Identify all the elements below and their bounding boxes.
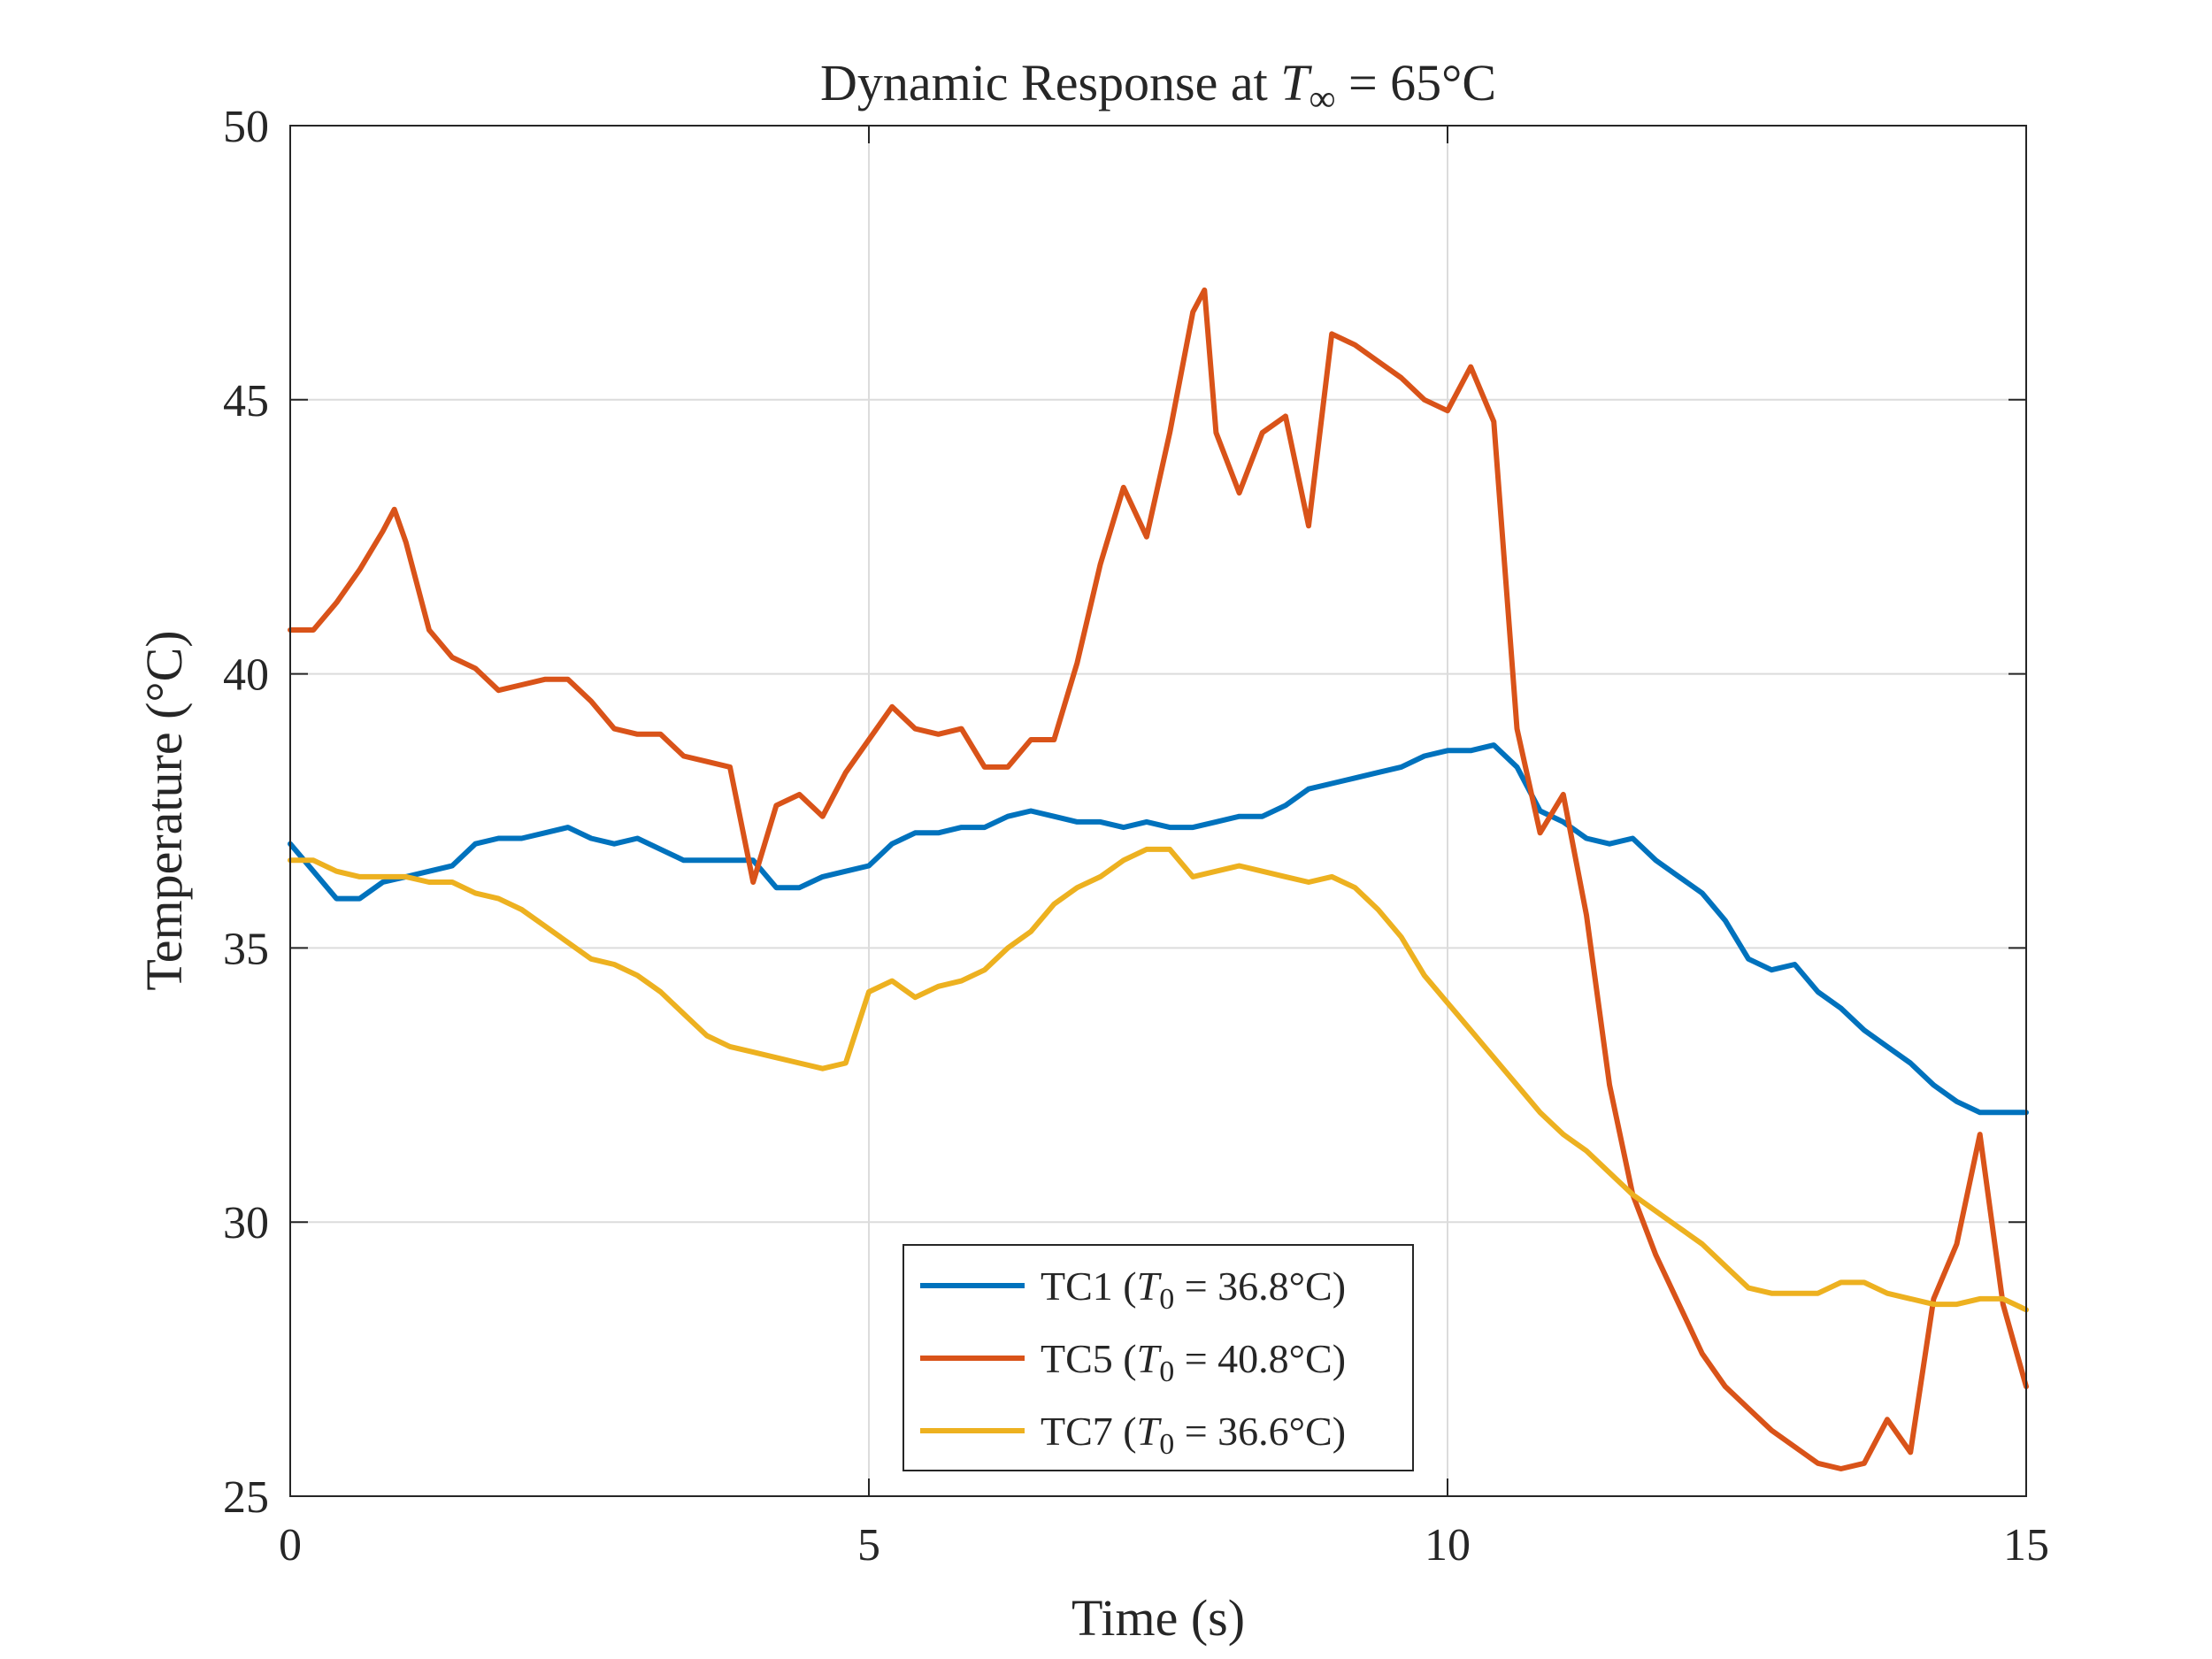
- legend: TC1 (T0 = 36.8°C) TC5 (T0 = 40.8°C) TC7 …: [902, 1244, 1414, 1471]
- chart-title: Dynamic Response at T∞ = 65°C: [820, 54, 1496, 122]
- y-tick-label: 30: [223, 1198, 269, 1248]
- x-axis-label: Time (s): [1071, 1589, 1245, 1647]
- y-tick-label: 50: [223, 102, 269, 152]
- legend-subscript-tc7: 0: [1159, 1428, 1174, 1461]
- legend-subscript-tc1: 0: [1159, 1283, 1174, 1316]
- legend-label-tc1: TC1 (T0 = 36.8°C): [1041, 1263, 1346, 1317]
- legend-entry-tc7: TC7 (T0 = 36.6°C): [920, 1409, 1346, 1463]
- ticks: 0 5 10 15 25 30 35 40 45 50: [223, 102, 2049, 1571]
- title-subscript: ∞: [1310, 79, 1336, 119]
- series-line-tc1: [288, 742, 2029, 1116]
- series-line-tc5: [288, 287, 2029, 1471]
- x-tick-label: 5: [857, 1520, 880, 1571]
- x-tick-label: 0: [279, 1520, 302, 1571]
- legend-entry-tc5: TC5 (T0 = 40.8°C): [920, 1336, 1346, 1390]
- legend-prefix-tc7: TC7 (: [1041, 1409, 1137, 1454]
- legend-symbol-tc7: T: [1137, 1409, 1163, 1454]
- y-tick-label: 40: [223, 650, 269, 701]
- legend-symbol-tc5: T: [1137, 1336, 1163, 1381]
- x-tick-label: 10: [1425, 1520, 1471, 1571]
- plot-frame: [289, 125, 2027, 1497]
- legend-entry-tc1: TC1 (T0 = 36.8°C): [920, 1263, 1346, 1317]
- legend-prefix-tc1: TC1 (: [1041, 1263, 1137, 1309]
- title-prefix: Dynamic Response at: [820, 54, 1268, 111]
- legend-label-tc7: TC7 (T0 = 36.6°C): [1041, 1409, 1346, 1463]
- legend-subscript-tc5: 0: [1159, 1356, 1174, 1388]
- y-tick-label: 35: [223, 924, 269, 974]
- x-tick-label: 15: [2003, 1520, 2049, 1571]
- y-tick-label: 25: [223, 1472, 269, 1523]
- legend-suffix-tc1: = 36.8°C): [1185, 1263, 1346, 1309]
- legend-prefix-tc5: TC5 (: [1041, 1336, 1137, 1381]
- legend-suffix-tc7: = 36.6°C): [1185, 1409, 1346, 1454]
- y-axis-label: Temperature (°C): [135, 630, 193, 990]
- legend-label-tc5: TC5 (T0 = 40.8°C): [1041, 1336, 1346, 1390]
- y-tick-label: 45: [223, 376, 269, 426]
- series-layer: [288, 287, 2029, 1471]
- legend-suffix-tc5: = 40.8°C): [1185, 1336, 1346, 1381]
- title-symbol: T: [1280, 54, 1312, 111]
- legend-symbol-tc1: T: [1137, 1263, 1163, 1309]
- series-line-tc7: [288, 846, 2029, 1313]
- title-suffix: = 65°C: [1348, 54, 1496, 111]
